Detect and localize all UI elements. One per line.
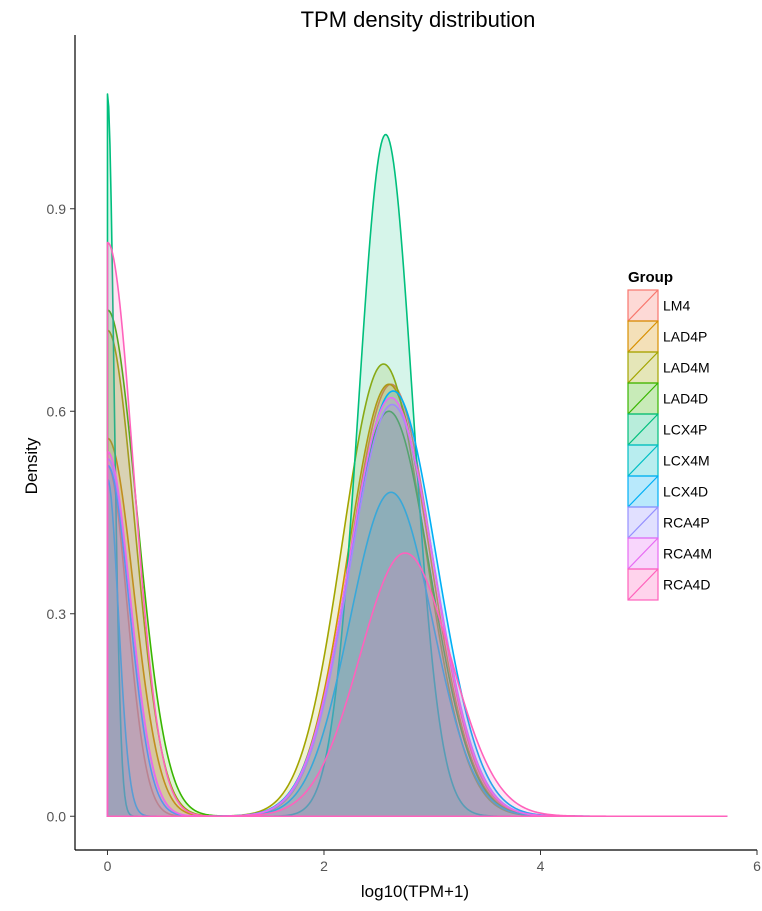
legend-label: LAD4M [663,360,710,376]
legend-title: Group [628,269,673,286]
legend-item-lad4m: LAD4M [627,351,710,384]
legend-label: LAD4D [663,391,708,407]
legend-item-lcx4m: LCX4M [627,444,710,477]
legend-item-rca4d: RCA4D [627,568,710,601]
legend-label: LCX4D [663,484,708,500]
legend-label: RCA4P [663,515,710,531]
legend: Group LM4 LAD4P LAD4M LAD4D LCX4P LCX4M LCX4D R… [627,269,712,601]
legend-item-lcx4d: LCX4D [627,475,708,508]
legend-label: LCX4P [663,422,707,438]
legend-key-diagonal [627,289,659,322]
y-tick-label: 0.0 [47,808,67,824]
legend-item-lm4: LM4 [627,289,690,322]
legend-label: RCA4D [663,577,710,593]
legend-key-diagonal [627,475,659,508]
legend-key-diagonal [627,413,659,446]
legend-item-rca4p: RCA4P [627,506,710,539]
x-tick-label: 4 [537,858,545,874]
plot-area [106,93,728,818]
x-tick-label: 6 [753,858,761,874]
legend-key-diagonal [627,320,659,353]
y-tick-label: 0.3 [47,606,67,622]
x-tick-label: 0 [104,858,112,874]
legend-key-diagonal [627,568,659,601]
legend-item-lcx4p: LCX4P [627,413,707,446]
legend-key-diagonal [627,537,659,570]
legend-key-diagonal [627,444,659,477]
y-axis-title: Density [22,437,41,494]
legend-item-rca4m: RCA4M [627,537,712,570]
y-tick-label: 0.6 [47,403,67,419]
legend-item-lad4p: LAD4P [627,320,707,353]
y-tick-label: 0.9 [47,201,67,217]
chart-title: TPM density distribution [301,7,536,32]
legend-key-diagonal [627,506,659,539]
legend-label: LCX4M [663,453,710,469]
density-series-rca4d [106,241,728,818]
legend-label: LM4 [663,298,690,314]
legend-key-diagonal [627,351,659,384]
legend-item-lad4d: LAD4D [627,382,708,415]
axes: 0 2 4 6 0.0 0.3 0.6 0.9 [47,35,761,874]
x-tick-label: 2 [320,858,328,874]
legend-label: LAD4P [663,329,707,345]
x-axis-title: log10(TPM+1) [361,882,469,901]
legend-label: RCA4M [663,546,712,562]
legend-key-diagonal [627,382,659,415]
